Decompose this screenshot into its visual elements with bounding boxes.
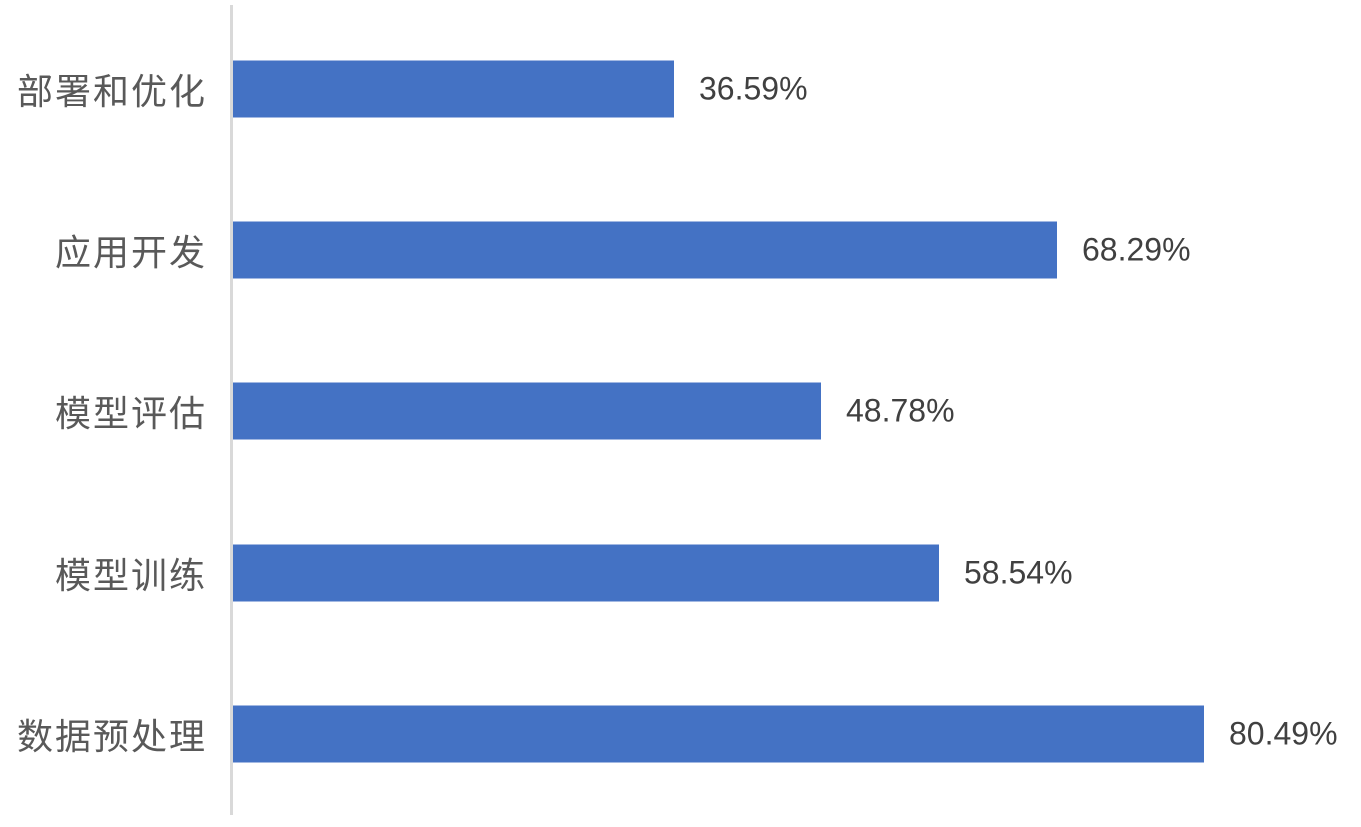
category-label: 应用开发 — [54, 233, 207, 274]
bar — [233, 382, 821, 440]
bar-group: 80.49% — [233, 705, 1338, 763]
chart-row: 应用开发 68.29% — [0, 169, 1361, 330]
bar-group: 48.78% — [233, 382, 955, 440]
bar — [233, 221, 1057, 279]
category-label: 数据预处理 — [16, 717, 207, 758]
bar-group: 58.54% — [233, 544, 1073, 602]
chart-row: 数据预处理 80.49% — [0, 654, 1361, 815]
bar-group: 36.59% — [233, 60, 808, 118]
value-label: 58.54% — [964, 554, 1073, 591]
category-axis-line — [230, 5, 233, 815]
chart-row: 模型评估 48.78% — [0, 331, 1361, 492]
bar-group: 68.29% — [233, 221, 1191, 279]
category-label: 部署和优化 — [16, 71, 207, 112]
value-label: 48.78% — [846, 392, 955, 429]
category-label: 模型训练 — [54, 555, 207, 596]
bar — [233, 544, 939, 602]
chart-row: 模型训练 58.54% — [0, 492, 1361, 653]
bar — [233, 705, 1204, 763]
value-label: 68.29% — [1082, 231, 1191, 268]
value-label: 80.49% — [1229, 715, 1338, 752]
chart-row: 部署和优化 36.59% — [0, 8, 1361, 169]
bar — [233, 60, 674, 118]
value-label: 36.59% — [699, 70, 808, 107]
category-label: 模型评估 — [54, 394, 207, 435]
chart-rows: 部署和优化 36.59% 应用开发 68.29% 模型评估 48.78% 模型训练 58.54… — [0, 8, 1361, 815]
